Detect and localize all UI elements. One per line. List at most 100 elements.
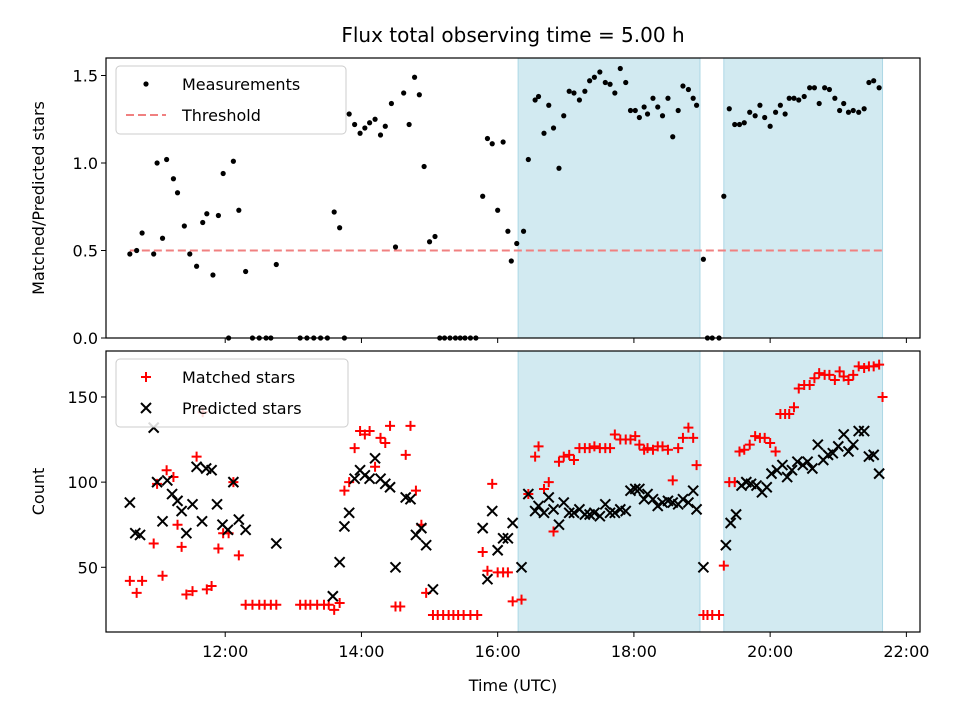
data-point	[233, 513, 245, 526]
data-point	[124, 575, 135, 586]
data-point	[607, 81, 613, 87]
data-point	[724, 517, 737, 529]
data-point	[655, 104, 661, 110]
data-point	[384, 481, 396, 493]
legend-box	[115, 65, 347, 135]
data-point	[233, 550, 244, 561]
data-point	[804, 380, 815, 391]
data-point	[602, 79, 608, 86]
data-point	[191, 451, 202, 462]
data-point	[520, 228, 527, 234]
data-point	[801, 455, 814, 468]
data-point	[369, 452, 381, 464]
data-point	[736, 121, 743, 128]
data-point	[508, 258, 514, 264]
data-point	[877, 391, 888, 402]
data-point	[680, 83, 686, 89]
legend: Measurements Threshold	[115, 65, 347, 135]
data-point	[164, 156, 170, 163]
data-point	[206, 581, 217, 592]
data-point	[837, 107, 843, 114]
data-point	[741, 120, 747, 126]
data-point	[665, 95, 671, 101]
data-point	[525, 156, 531, 163]
data-point	[568, 507, 580, 519]
data-point	[871, 78, 877, 84]
observing-window-1	[517, 57, 701, 339]
data-point	[131, 587, 142, 598]
data-point	[683, 422, 694, 433]
data-point	[156, 515, 169, 528]
data-point	[204, 211, 210, 217]
axes-frame	[105, 350, 921, 633]
data-point	[420, 539, 432, 551]
data-point	[401, 90, 407, 96]
data-point	[346, 111, 352, 117]
data-point	[497, 532, 509, 545]
data-point	[176, 541, 187, 552]
data-point	[838, 428, 850, 441]
data-point	[633, 483, 646, 495]
data-point	[404, 493, 417, 505]
data-point	[205, 464, 218, 476]
data-point	[477, 546, 488, 557]
data-point	[239, 524, 252, 536]
observing-window-1	[517, 350, 701, 633]
data-point	[730, 508, 742, 521]
data-point	[181, 223, 187, 229]
data-point	[568, 454, 579, 465]
data-point	[472, 609, 483, 620]
data-point	[690, 503, 703, 516]
data-point	[850, 107, 856, 114]
data-point	[553, 456, 564, 467]
data-point	[605, 443, 616, 454]
data-point	[388, 100, 395, 107]
legend-marker-predicted	[140, 402, 152, 414]
data-point	[793, 383, 804, 394]
data-point	[612, 90, 618, 96]
data-point	[148, 538, 159, 549]
series-predicted-stars	[124, 421, 885, 602]
data-point	[339, 485, 350, 496]
data-point	[762, 114, 768, 121]
data-point	[211, 498, 223, 510]
data-point	[782, 111, 788, 117]
data-point	[543, 477, 554, 488]
data-point	[604, 507, 616, 519]
observing-window-2	[723, 350, 884, 633]
data-point	[812, 438, 824, 451]
data-point	[515, 561, 528, 573]
data-point	[427, 583, 439, 596]
data-point	[480, 193, 486, 199]
data-point	[196, 515, 208, 528]
data-point	[270, 537, 283, 550]
data-point	[243, 268, 249, 275]
data-point	[171, 495, 184, 507]
data-point	[670, 134, 676, 140]
legend-label: Predicted stars	[182, 399, 302, 418]
data-point	[634, 439, 645, 450]
data-point	[213, 543, 224, 554]
data-point	[647, 493, 659, 505]
data-point	[172, 519, 183, 530]
data-point	[385, 420, 396, 431]
data-point	[372, 116, 378, 122]
series-measurements	[127, 65, 882, 341]
figure-title: Flux total observing time = 5.00 h	[341, 23, 684, 47]
data-point	[642, 443, 653, 454]
data-point	[718, 560, 729, 571]
data-point	[566, 88, 572, 94]
data-point	[193, 263, 200, 269]
legend-label: Threshold	[181, 106, 261, 125]
data-point	[868, 361, 879, 372]
data-point	[594, 510, 606, 522]
data-point	[334, 598, 345, 609]
data-point	[841, 100, 847, 107]
data-point	[558, 451, 569, 462]
data-point	[829, 374, 840, 385]
data-point	[227, 476, 240, 488]
data-point	[806, 462, 819, 475]
data-point	[331, 209, 337, 215]
legend-box	[115, 358, 349, 428]
data-point	[395, 601, 406, 612]
